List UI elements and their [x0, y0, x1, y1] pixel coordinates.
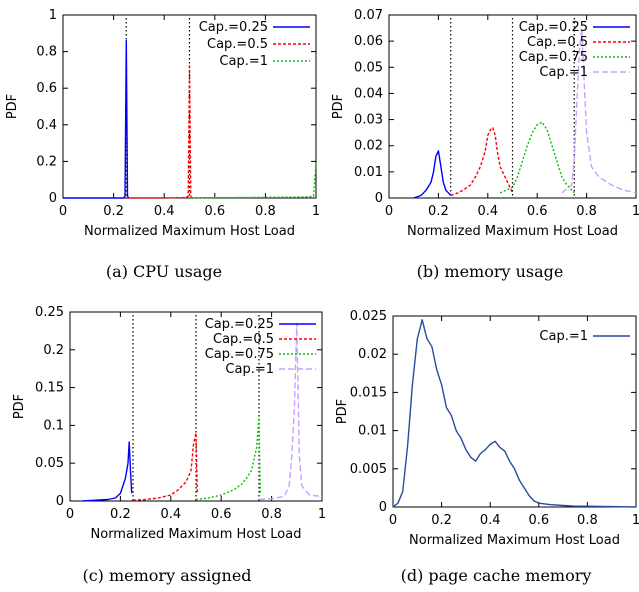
y-tick-label: 0.02	[354, 139, 383, 154]
series-line	[132, 432, 198, 501]
y-tick-label: 0.8	[36, 45, 57, 60]
series-line	[195, 417, 261, 501]
legend-label: Cap.=0.25	[199, 20, 268, 35]
panel-c: 0 0.2 0.4 0.6 0.8 1 0 0.05 0.1 0.15 0.2 0.25 Normali…	[12, 305, 326, 542]
x-tick-label: 0.2	[428, 204, 449, 219]
caption-b: (b) memory usage	[417, 262, 564, 281]
caption-a: (a) CPU usage	[106, 262, 222, 281]
series-line	[82, 441, 133, 502]
series-line	[189, 163, 317, 199]
x-axis-label: Normalized Maximum Host Load	[91, 527, 302, 542]
x-tick-label: 0	[59, 204, 67, 219]
x-tick-label: 0	[389, 513, 397, 528]
y-tick-label: 0.15	[35, 381, 64, 396]
y-axis-label: PDF	[5, 94, 20, 119]
x-tick-label: 0.6	[211, 507, 232, 522]
panel-a: 0 0.2 0.4 0.6 0.8 1 0 0.2 0.4 0.6 0.8 1 Normalized M…	[5, 8, 320, 239]
plot-frame	[392, 315, 637, 508]
y-tick-label: 0.25	[35, 305, 64, 320]
x-axis-label: Normalized Maximum Host Load	[407, 224, 618, 239]
legend-label: Cap.=1	[219, 54, 268, 69]
x-tick-label: 0.6	[527, 204, 548, 219]
y-tick-label: 0.4	[36, 118, 57, 133]
x-tick-label: 0.2	[431, 513, 452, 528]
y-axis-label: PDF	[331, 94, 346, 119]
legend-label: Cap.=0.75	[519, 50, 588, 65]
series-line	[392, 319, 637, 508]
x-tick-label: 0.2	[103, 204, 124, 219]
y-tick-label: 0.015	[350, 385, 387, 400]
y-tick-label: 0.025	[350, 309, 387, 324]
y-tick-label: 0.2	[36, 154, 57, 169]
x-tick-label: 1	[632, 204, 639, 219]
y-tick-label: 0.03	[354, 113, 383, 128]
x-tick-label: 1	[312, 204, 320, 219]
legend-label: Cap.=0.5	[213, 332, 274, 347]
series-line	[126, 63, 193, 199]
x-tick-label: 0.6	[528, 513, 549, 528]
legend-label: Cap.=0.75	[205, 347, 274, 362]
x-tick-label: 0.4	[160, 507, 181, 522]
y-tick-label: 0.01	[354, 165, 383, 180]
y-tick-label: 0.02	[358, 347, 387, 362]
y-tick-label: 0.2	[43, 343, 64, 358]
y-axis-label: PDF	[335, 399, 350, 424]
series-line	[499, 121, 575, 194]
y-tick-label: 0	[375, 191, 383, 206]
legend-label: Cap.=1	[225, 362, 274, 377]
y-tick-label: 0	[56, 494, 64, 509]
series-line	[413, 150, 452, 199]
legend-label: Cap.=0.25	[205, 317, 274, 332]
y-tick-label: 0.05	[35, 456, 64, 471]
legend-label: Cap.=1	[539, 329, 588, 344]
y-tick-label: 0	[379, 500, 387, 515]
panel-d: 0 0.2 0.4 0.6 0.8 1 0 0.005 0.01 0.015 0.02 0.025 No…	[335, 309, 639, 548]
x-tick-label: 1	[632, 513, 639, 528]
y-axis-label: PDF	[12, 394, 27, 419]
x-tick-label: 0.4	[154, 204, 175, 219]
y-tick-label: 0.6	[36, 81, 57, 96]
y-tick-label: 0.04	[354, 86, 383, 101]
y-tick-label: 0.05	[354, 60, 383, 75]
legend-label: Cap.=1	[539, 65, 588, 80]
plot-frame	[388, 14, 637, 199]
x-tick-label: 0.8	[261, 507, 282, 522]
y-tick-label: 1	[49, 8, 57, 23]
x-tick-label: 0.8	[576, 204, 597, 219]
x-tick-label: 0.4	[480, 513, 501, 528]
x-axis-label: Normalized Maximum Host Load	[84, 224, 295, 239]
x-axis-label: Normalized Maximum Host Load	[409, 533, 620, 548]
x-tick-label: 0.4	[477, 204, 498, 219]
caption-d: (d) page cache memory	[401, 566, 592, 585]
legend-label: Cap.=0.25	[519, 20, 588, 35]
x-tick-label: 0	[66, 507, 74, 522]
x-tick-label: 0.6	[204, 204, 225, 219]
x-tick-label: 1	[318, 507, 326, 522]
y-tick-label: 0.1	[43, 418, 64, 433]
y-tick-label: 0.06	[354, 34, 383, 49]
y-tick-label: 0.01	[358, 424, 387, 439]
caption-c: (c) memory assigned	[82, 566, 251, 585]
plot-frame	[69, 311, 323, 502]
legend-label: Cap.=0.5	[207, 37, 268, 52]
x-tick-label: 0.8	[255, 204, 276, 219]
series-line	[258, 322, 323, 501]
series-line	[450, 126, 514, 197]
panel-b: 0 0.2 0.4 0.6 0.8 1 0 0.01 0.02 0.03 0.04 0.05 0.06 0…	[331, 8, 639, 239]
x-tick-label: 0.8	[577, 513, 598, 528]
x-tick-label: 0.2	[110, 507, 131, 522]
x-tick-label: 0	[385, 204, 393, 219]
series-line	[561, 27, 637, 194]
y-tick-label: 0.07	[354, 8, 383, 23]
series-line	[63, 39, 130, 199]
legend-label: Cap.=0.5	[527, 35, 588, 50]
y-tick-label: 0	[49, 191, 57, 206]
y-tick-label: 0.005	[350, 462, 387, 477]
